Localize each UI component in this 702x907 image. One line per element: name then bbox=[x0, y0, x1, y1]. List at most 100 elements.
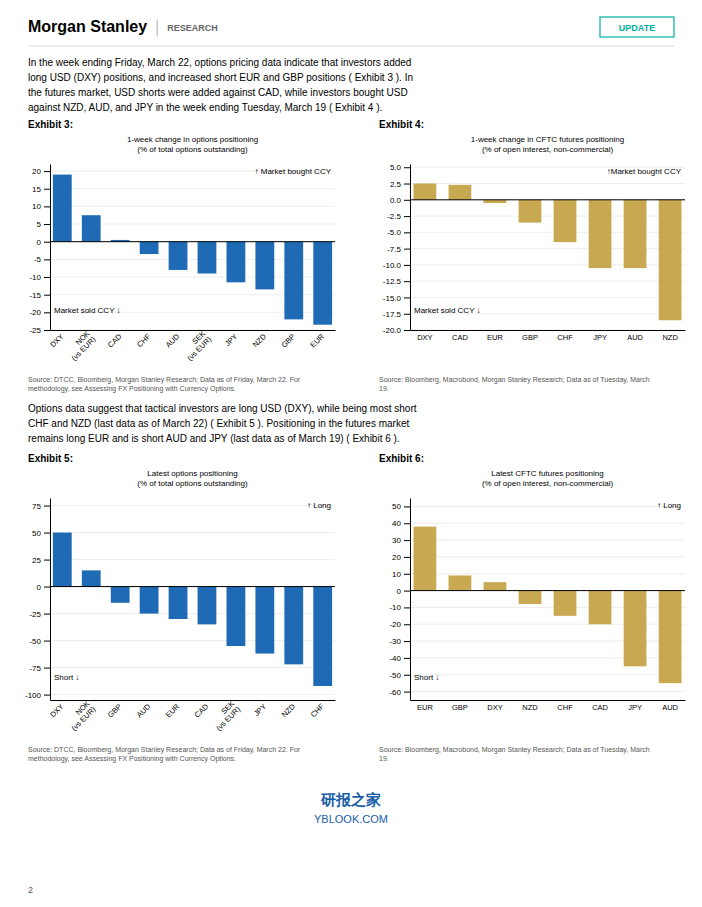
chart-subtitle: (% of total options outstanding) bbox=[137, 145, 248, 154]
y-tick: 30 bbox=[392, 536, 410, 545]
y-tick-mark bbox=[404, 574, 410, 575]
y-tick-mark bbox=[44, 171, 50, 172]
header-subtitle: RESEARCH bbox=[167, 23, 218, 33]
plot-area bbox=[50, 533, 335, 686]
grid-line bbox=[410, 330, 685, 331]
y-tick-label: 25 bbox=[32, 556, 41, 565]
bar bbox=[624, 591, 647, 667]
badge-box bbox=[600, 17, 674, 37]
bar bbox=[449, 575, 472, 590]
x-tick-label: CAD bbox=[106, 331, 124, 349]
y-tick: 0 bbox=[37, 583, 50, 592]
y-tick-mark bbox=[44, 312, 50, 313]
x-tick: NOK(vs EUR) bbox=[64, 329, 98, 363]
body-text: the futures market, USD shorts were adde… bbox=[28, 87, 408, 98]
y-tick: -25 bbox=[29, 326, 50, 335]
grid-line bbox=[50, 505, 335, 506]
bar bbox=[169, 242, 188, 270]
y-tick: -15.0 bbox=[383, 294, 410, 303]
y-tick-mark bbox=[44, 506, 50, 507]
source-note: Source: DTCC, Bloomberg, Morgan Stanley … bbox=[28, 746, 301, 754]
x-tick: SEK(vs EUR) bbox=[179, 329, 213, 363]
x-tick-label: AUD bbox=[135, 701, 153, 719]
plot-area bbox=[410, 184, 685, 321]
grid-line bbox=[410, 573, 685, 574]
x-tick: GBP bbox=[279, 332, 297, 350]
x-axis: EURGBPDXYNZDCHFCADJPYAUD bbox=[411, 701, 686, 713]
plot-area bbox=[50, 175, 335, 325]
annotation: ↑ Long bbox=[307, 501, 331, 510]
x-tick: SEK(vs EUR) bbox=[208, 699, 242, 733]
y-tick-mark bbox=[44, 641, 50, 642]
y-tick-mark bbox=[404, 658, 410, 659]
x-tick: GBP bbox=[106, 702, 124, 720]
grid-line bbox=[410, 506, 685, 507]
y-tick-mark bbox=[404, 265, 410, 266]
y-axis: 7550250-25-50-75-100 bbox=[25, 499, 51, 701]
y-tick-mark bbox=[44, 668, 50, 669]
chart-subtitle: (% of open interest, non-commercial) bbox=[482, 479, 614, 488]
bar bbox=[519, 591, 542, 604]
source-note: Source: DTCC, Bloomberg, Morgan Stanley … bbox=[28, 376, 301, 384]
bar bbox=[140, 587, 159, 614]
y-tick-mark bbox=[404, 675, 410, 676]
x-tick: DXY bbox=[48, 332, 65, 349]
grid-line bbox=[50, 206, 335, 207]
y-tick: -60 bbox=[389, 688, 410, 697]
x-tick-label: JPY bbox=[593, 333, 607, 342]
annotation: ↑ Market bought CCY bbox=[255, 167, 332, 176]
y-tick-mark bbox=[44, 560, 50, 561]
x-tick: CAD bbox=[106, 331, 124, 349]
x-tick-label: NOK(vs EUR) bbox=[64, 699, 98, 733]
chart-subtitle: (% of total options outstanding) bbox=[137, 479, 248, 488]
x-tick-label: CHF bbox=[135, 332, 153, 350]
y-tick-mark bbox=[404, 591, 410, 592]
grid-line bbox=[410, 199, 685, 200]
grid-line bbox=[410, 540, 685, 541]
header-separator bbox=[157, 20, 158, 36]
y-tick-label: -75 bbox=[29, 664, 41, 673]
x-axis: DXYCADEURGBPCHFJPYAUDNZD bbox=[411, 331, 686, 343]
x-tick: CAD bbox=[193, 701, 211, 719]
y-tick-mark bbox=[44, 242, 50, 243]
grid-line bbox=[50, 532, 335, 533]
badge-text: UPDATE bbox=[619, 23, 655, 33]
y-tick-mark bbox=[404, 641, 410, 642]
y-tick-mark bbox=[44, 259, 50, 260]
chart: Exhibit 4:1-week change in CFTC futures … bbox=[379, 119, 686, 392]
x-tick: AUD bbox=[662, 703, 678, 712]
source-note: methodology, see Assessing FX Positionin… bbox=[28, 755, 236, 763]
annotation: Short ↓ bbox=[54, 673, 79, 682]
y-tick-label: -7.5 bbox=[387, 245, 401, 254]
bar bbox=[519, 200, 542, 223]
body-text: against NZD, AUD, and JPY in the week en… bbox=[28, 102, 382, 113]
x-tick-label: DXY bbox=[48, 332, 65, 349]
y-tick-label: 50 bbox=[392, 502, 401, 511]
y-tick-mark bbox=[404, 314, 410, 315]
y-tick: -10.0 bbox=[383, 261, 410, 270]
y-tick-label: 40 bbox=[392, 519, 401, 528]
x-tick: CAD bbox=[452, 333, 468, 342]
y-tick-label: -100 bbox=[25, 691, 42, 700]
x-tick: EUR bbox=[417, 703, 433, 712]
y-tick: 15 bbox=[32, 185, 50, 194]
y-axis: 5.02.50.0-2.5-5.0-7.5-10.0-12.5-15.0-17.… bbox=[383, 163, 411, 335]
y-tick: -50 bbox=[389, 671, 410, 680]
bar bbox=[484, 582, 507, 590]
x-tick-label: NOK(vs EUR) bbox=[64, 329, 98, 363]
x-tick: NOK(vs EUR) bbox=[64, 699, 98, 733]
header-title: Morgan Stanley bbox=[28, 18, 147, 35]
y-tick-label: -50 bbox=[29, 637, 41, 646]
chart: Exhibit 6:Latest CFTC futures positionin… bbox=[379, 453, 686, 762]
y-tick: -20 bbox=[389, 620, 410, 629]
y-tick: 20 bbox=[32, 167, 50, 176]
chart: Exhibit 5:Latest options positioning(% o… bbox=[25, 453, 336, 763]
x-tick-label: CAD bbox=[193, 701, 211, 719]
y-tick-mark bbox=[404, 506, 410, 507]
x-tick-label: GBP bbox=[522, 333, 538, 342]
x-tick: CAD bbox=[592, 703, 608, 712]
y-tick: 5.0 bbox=[390, 163, 410, 172]
y-tick: 0 bbox=[397, 587, 410, 596]
bar bbox=[226, 587, 245, 646]
grid-line bbox=[410, 691, 685, 692]
